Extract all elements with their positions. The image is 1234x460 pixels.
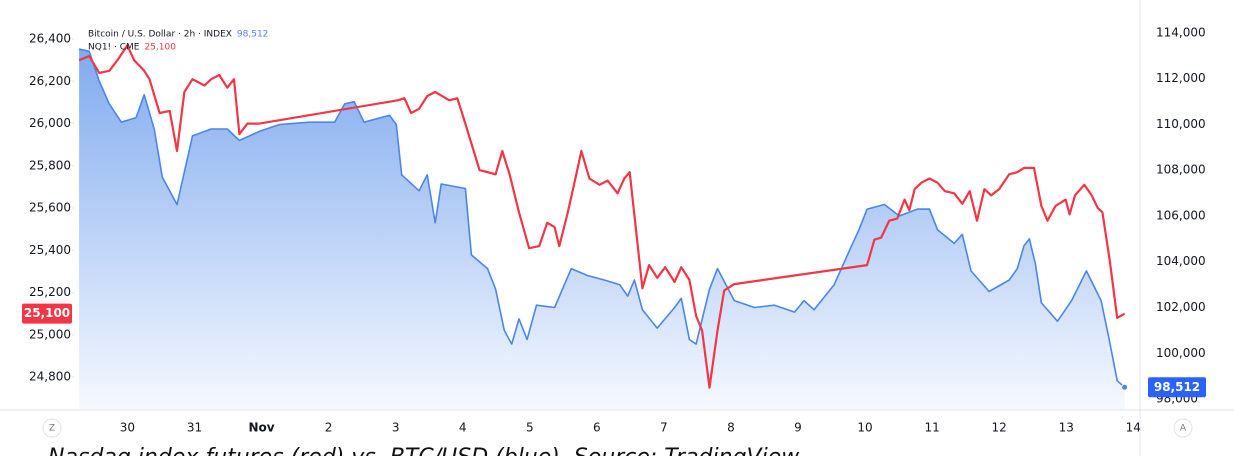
y2-tick-label: 112,000 [1156,71,1206,85]
y2-tick-label: 108,000 [1156,163,1206,177]
x-tick-label: 7 [660,421,668,435]
x-tick-label: 10 [857,421,872,435]
y-tick-label: 25,200 [29,285,71,299]
legend-name: NQ1! · CME [88,43,140,53]
y-tick-label: 25,600 [29,201,71,215]
x-tick-label: 31 [187,421,202,435]
price-label-box [1148,377,1206,398]
legend-value: 25,100 [144,43,176,53]
y2-tick-label: 102,000 [1156,300,1206,314]
x-tick-label: 6 [593,421,601,435]
scale-button[interactable] [42,418,62,438]
y2-tick-label: 110,000 [1156,117,1206,131]
x-tick-label: 11 [924,421,939,435]
y-tick-label: 26,200 [29,74,71,88]
y2-tick-label: 106,000 [1156,208,1206,222]
area [79,49,1125,410]
y-tick-label: 24,800 [29,370,71,384]
x-tick-label: Nov [248,421,274,435]
y2-tick-label: 100,000 [1156,346,1206,360]
scale-button[interactable] [1173,418,1193,438]
y-tick-label: 26,000 [29,116,71,130]
line [78,48,1126,388]
x-tick-label: 5 [526,421,534,435]
x-tick-label: 2 [325,421,333,435]
x-tick-label: 13 [1059,421,1074,435]
y-tick-label: 25,800 [29,158,71,172]
x-tick-label: 14 [1126,421,1141,435]
x-tick-label: 30 [120,421,135,435]
price-label: 25,100 [24,306,70,320]
price-label-box [22,303,72,324]
labels: 30 31 Nov 2 3 4 5 6 7 8 9 10 11 12 13 1498,000100,00010… [22,25,1206,438]
caption: Nasdaq index futures (red) vs. BTC/USD (… [48,445,800,456]
price-label: 98,512 [1154,380,1200,394]
y-tick-label: 26,400 [29,32,71,46]
x-tick-label: 9 [794,421,802,435]
plot [78,44,1129,410]
y-tick-label: 25,000 [29,327,71,341]
x-tick-label: 3 [392,421,400,435]
x-tick-label: 4 [459,421,467,435]
y-tick-label: 25,400 [29,243,71,257]
scale-button-label[interactable]: A [1180,424,1187,434]
legend-name: Bitcoin / U.S. Dollar · 2h · INDEX [88,30,232,40]
legend-value: 98,512 [237,30,269,40]
last-point [1121,383,1129,391]
x-tick-label: 12 [992,421,1007,435]
scale-button-label[interactable]: Z [49,424,55,434]
line [78,44,1126,389]
y2-tick-label: 104,000 [1156,254,1206,268]
x-tick-label: 8 [727,421,735,435]
y2-tick-label: 114,000 [1156,25,1206,39]
